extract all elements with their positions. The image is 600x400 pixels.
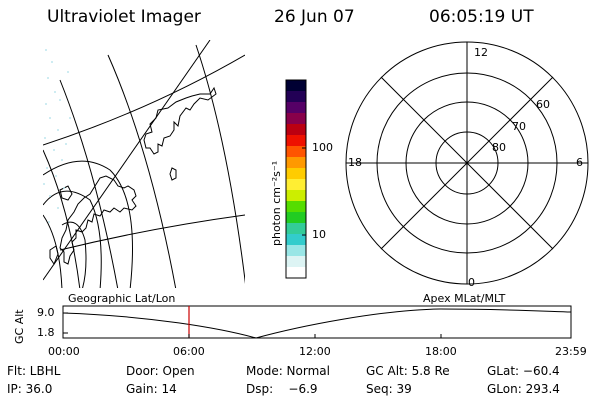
info-mode: Mode: Normal	[246, 364, 330, 378]
lat-lon-grid	[43, 40, 245, 288]
colorbar-swatch	[286, 179, 306, 191]
timeline-left-title: Geographic Lat/Lon	[68, 292, 176, 305]
info-seq: Seq: 39	[366, 382, 412, 396]
colorbar	[285, 79, 307, 279]
timeline-plot	[62, 305, 572, 339]
timeline-ymin: 1.8	[37, 326, 55, 339]
polar-plot	[345, 41, 589, 285]
colorbar-swatch	[286, 113, 306, 125]
timeline-xtick-3: 18:00	[425, 345, 457, 358]
colorbar-swatch	[286, 223, 306, 235]
mlt-label-6: 6	[576, 156, 583, 169]
colorbar-swatch	[286, 234, 306, 246]
colorbar-swatch	[286, 102, 306, 114]
lat-label-70: 70	[512, 120, 526, 133]
colorbar-swatch	[286, 157, 306, 169]
info-ip: IP: 36.0	[7, 382, 53, 396]
timeline-xtick-4: 23:59	[555, 345, 587, 358]
timeline-xtick-0: 00:00	[48, 345, 80, 358]
mlt-label-12: 12	[474, 46, 488, 59]
timeline-ymax: 9.0	[37, 306, 55, 319]
info-gc-alt: GC Alt: 5.8 Re	[366, 364, 450, 378]
aurora-emission-dots	[43, 49, 71, 223]
info-glon: GLon: 293.4	[487, 382, 560, 396]
lat-label-60: 60	[536, 98, 550, 111]
colorbar-swatch	[286, 256, 306, 268]
mlt-label-18: 18	[348, 156, 362, 169]
timeline-xtick-1: 06:00	[173, 345, 205, 358]
colorbar-swatch	[286, 80, 306, 92]
timeline-xtick-2: 12:00	[299, 345, 331, 358]
coastline	[49, 86, 217, 266]
colorbar-swatch	[286, 201, 306, 213]
mlt-label-0: 0	[468, 276, 475, 289]
geographic-map	[43, 40, 245, 288]
info-door: Door: Open	[126, 364, 195, 378]
info-gain: Gain: 14	[126, 382, 177, 396]
colorbar-swatch	[286, 212, 306, 224]
colorbar-swatch	[286, 146, 306, 158]
colorbar-tick-10: 10	[312, 228, 326, 241]
lat-label-80: 80	[492, 141, 506, 154]
timeline-axis-label: GC Alt	[13, 309, 26, 344]
time-label: 06:05:19 UT	[429, 7, 534, 27]
date-label: 26 Jun 07	[274, 7, 355, 27]
colorbar-swatch	[286, 267, 306, 279]
info-glat: GLat: −60.4	[487, 364, 560, 378]
info-flt: Flt: LBHL	[7, 364, 61, 378]
colorbar-swatch	[286, 91, 306, 103]
colorbar-swatch	[286, 124, 306, 136]
colorbar-swatch	[286, 245, 306, 257]
info-dsp: Dsp: −6.9	[246, 382, 318, 396]
colorbar-swatch	[286, 190, 306, 202]
colorbar-tick-100: 100	[312, 141, 333, 154]
colorbar-swatch	[286, 168, 306, 180]
instrument-title: Ultraviolet Imager	[47, 7, 201, 27]
colorbar-unit-label: photon cm⁻²s⁻¹	[270, 160, 283, 246]
colorbar-swatch	[286, 135, 306, 147]
timeline-right-title: Apex MLat/MLT	[423, 292, 506, 305]
